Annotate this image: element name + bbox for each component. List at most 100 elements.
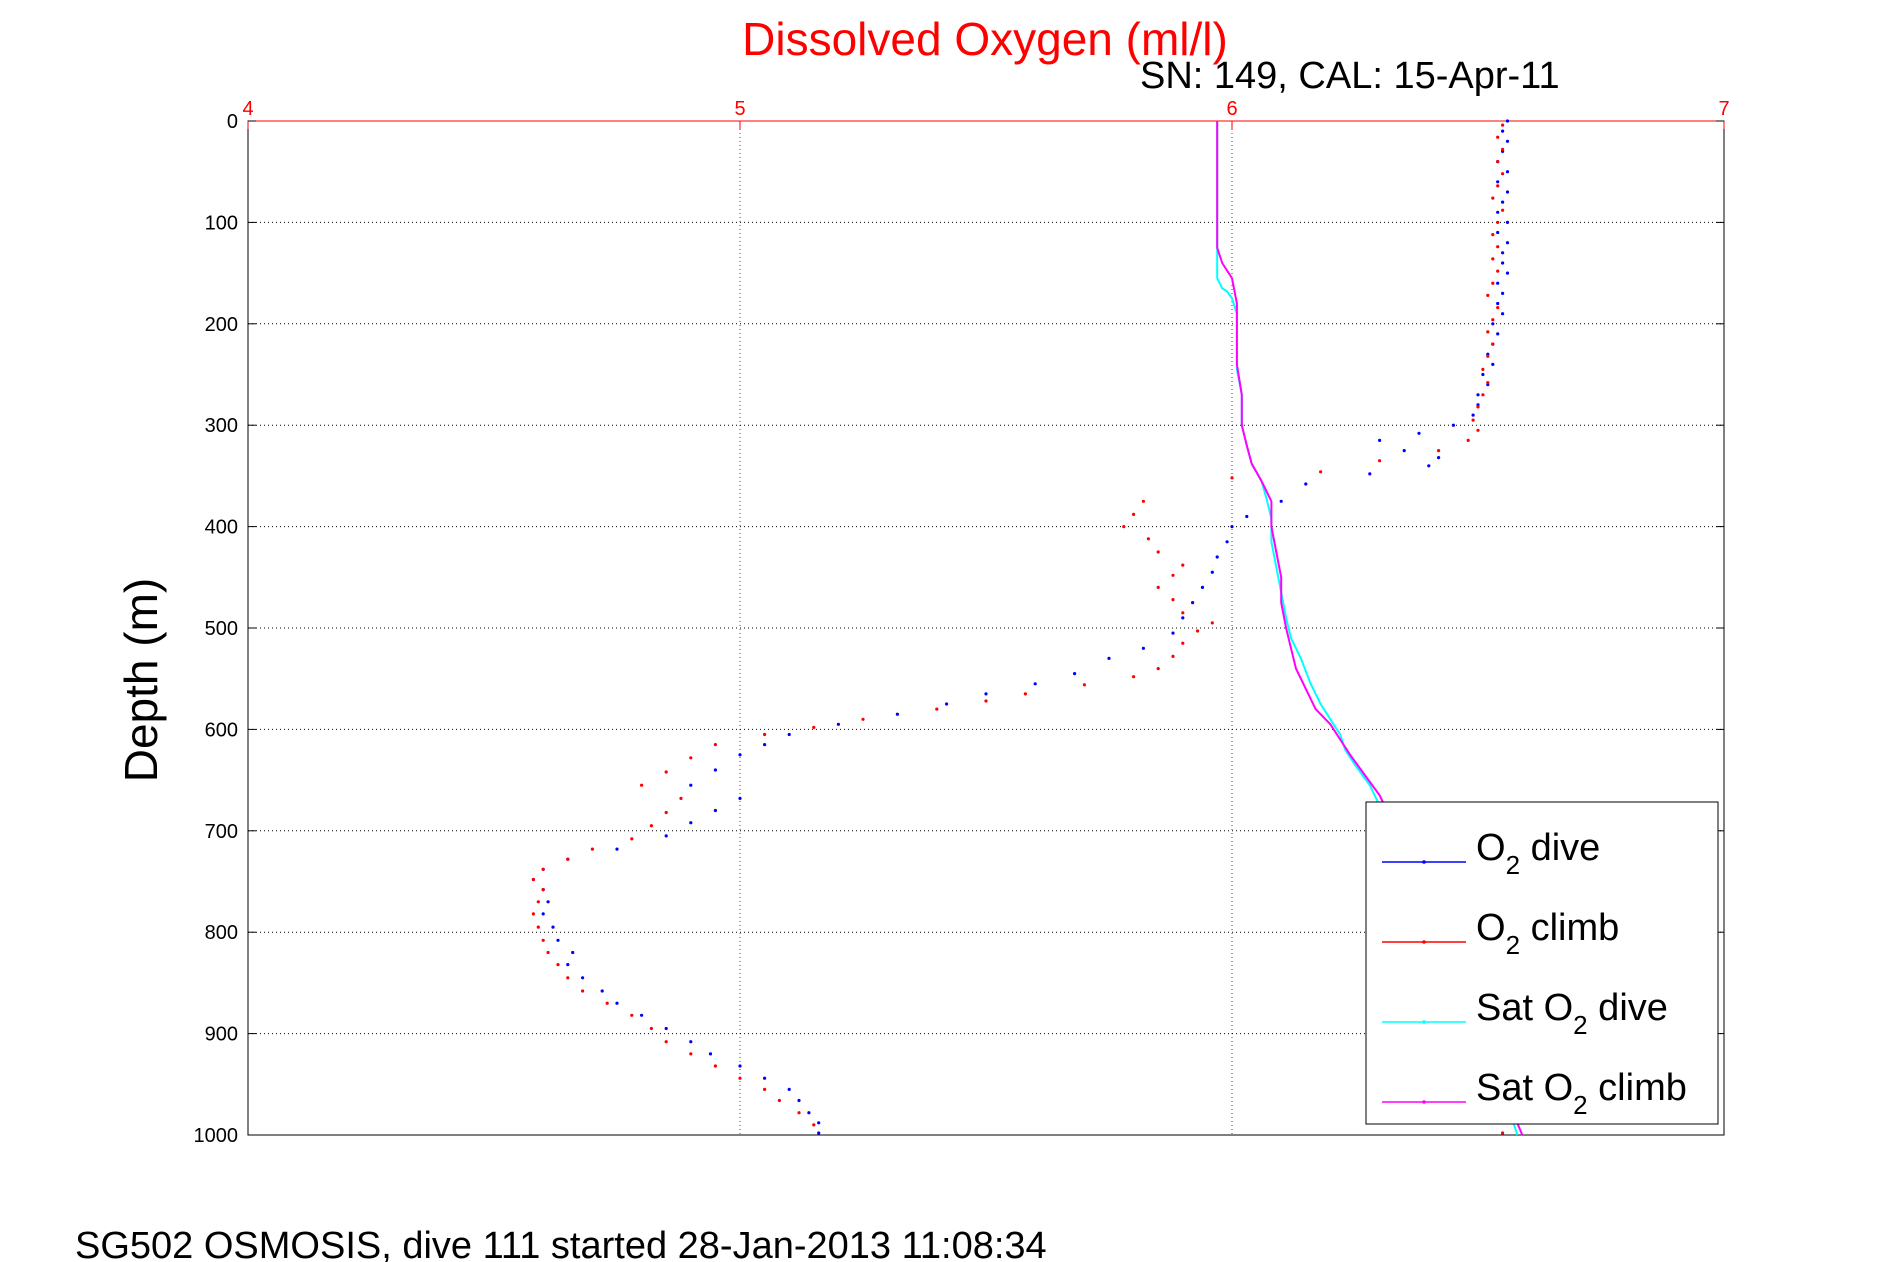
data-point (566, 963, 570, 967)
data-point (1122, 525, 1126, 529)
data-point (1304, 482, 1308, 486)
data-point (1196, 629, 1200, 633)
data-point (679, 796, 683, 801)
data-point (1486, 330, 1490, 334)
data-point (984, 692, 988, 696)
data-point (1200, 585, 1205, 590)
data-point (895, 712, 900, 716)
data-point (1496, 281, 1500, 285)
data-point (738, 1064, 742, 1068)
data-point (615, 847, 619, 851)
data-point (590, 847, 595, 851)
data-point (1501, 208, 1505, 212)
data-point (1466, 438, 1470, 442)
data-point (1181, 611, 1185, 615)
data-point (738, 796, 742, 801)
data-point (1505, 119, 1510, 123)
data-point (541, 938, 545, 942)
y-tick-label: 100 (205, 212, 238, 234)
data-point (777, 1098, 782, 1103)
data-point (1481, 393, 1485, 397)
data-point (1245, 514, 1249, 519)
data-point (1378, 438, 1382, 442)
y-tick-label: 300 (205, 415, 238, 437)
data-point (1230, 476, 1234, 480)
series-o2-climb (531, 123, 1505, 1135)
data-point (763, 1087, 767, 1091)
data-point (1491, 362, 1495, 366)
data-point (1501, 291, 1505, 295)
legend: O2 dive O2 climb Sat O2 dive Sat O2 climb (1365, 801, 1719, 1125)
ticks: 4 5 6 7 0 100 200 300 400 500 600 700 800 900 1000 (194, 98, 1730, 1147)
data-point (689, 821, 693, 825)
data-point (1496, 301, 1500, 306)
data-point (1476, 393, 1480, 397)
data-point (1496, 184, 1500, 188)
data-point (1505, 241, 1510, 245)
data-point (945, 702, 949, 706)
data-point (1230, 525, 1234, 529)
data-point (1496, 230, 1500, 235)
data-point (689, 756, 693, 760)
data-point (1491, 281, 1495, 285)
data-point (1486, 354, 1490, 358)
data-point (713, 743, 718, 747)
data-point (1171, 573, 1175, 577)
data-point (566, 976, 570, 980)
data-point (1156, 667, 1160, 671)
data-point (605, 1001, 609, 1005)
data-point (541, 912, 545, 916)
data-point (664, 834, 668, 838)
data-point (836, 722, 841, 726)
data-point (1501, 312, 1505, 316)
data-point (1496, 160, 1500, 164)
data-point (787, 1087, 791, 1091)
data-point (664, 1026, 668, 1031)
data-point (1491, 342, 1495, 346)
data-point (630, 1013, 634, 1017)
legend-label: Sat O2 climb (1476, 1067, 1687, 1120)
legend-entry: O2 climb (1382, 907, 1619, 960)
data-point (713, 1064, 718, 1068)
data-point (1501, 147, 1505, 151)
data-point (1501, 251, 1505, 255)
data-point (1181, 641, 1185, 645)
data-point (797, 1098, 801, 1103)
legend-label: O2 dive (1476, 827, 1600, 880)
data-point (1451, 423, 1455, 427)
data-point (571, 950, 575, 955)
data-point (1496, 180, 1500, 184)
data-point (1368, 472, 1372, 476)
data-point (1417, 431, 1421, 435)
data-point (1501, 129, 1505, 133)
data-point (1141, 646, 1145, 650)
data-point (531, 912, 536, 916)
data-point (1491, 257, 1495, 261)
data-point (1505, 220, 1510, 224)
data-point (935, 707, 939, 711)
data-point (689, 1052, 693, 1056)
y-tick-label: 700 (205, 821, 238, 843)
data-point (1107, 656, 1111, 661)
data-point (713, 808, 718, 813)
data-point (640, 1013, 644, 1017)
data-point (1033, 682, 1037, 686)
legend-entry: Sat O2 climb (1382, 1067, 1687, 1120)
data-point (689, 1040, 693, 1044)
y-tick-label: 1000 (194, 1125, 239, 1147)
legend-marker (1422, 1020, 1426, 1024)
legend-entry: Sat O2 dive (1382, 987, 1668, 1040)
data-point (1505, 170, 1510, 174)
data-point (1191, 601, 1195, 605)
data-point (1210, 570, 1214, 574)
y-tick-label: 0 (227, 111, 238, 133)
data-point (689, 783, 693, 787)
y-tick-label: 600 (205, 719, 238, 741)
data-point (1486, 381, 1490, 385)
data-point (566, 857, 570, 861)
data-point (738, 1076, 742, 1080)
data-point (1501, 172, 1505, 176)
y-tick-label: 500 (205, 618, 238, 640)
legend-label: Sat O2 dive (1476, 987, 1668, 1040)
x-tick-label: 7 (1718, 98, 1729, 120)
